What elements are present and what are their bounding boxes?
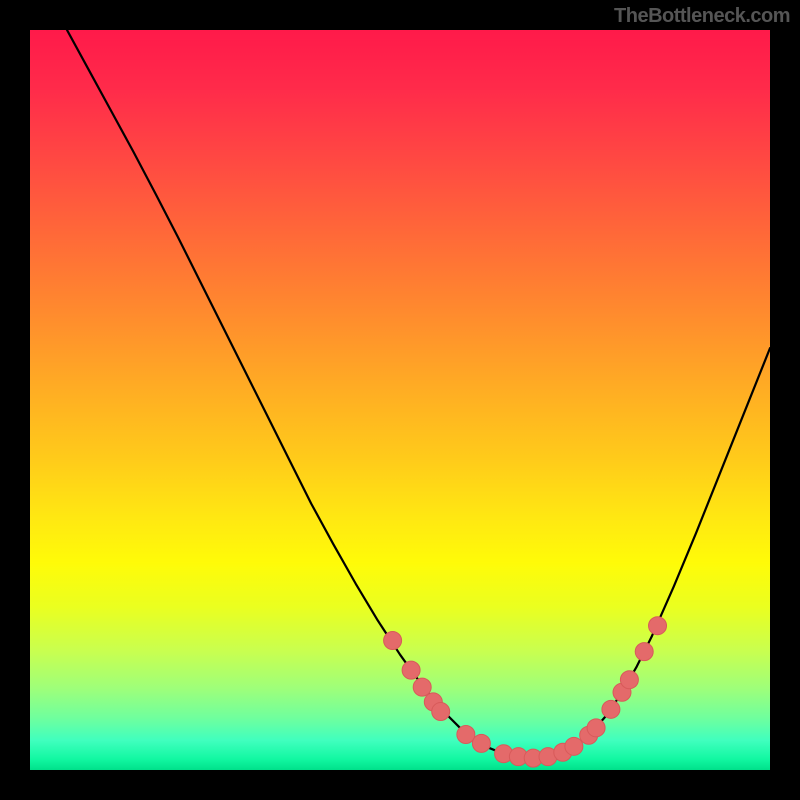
data-marker: [620, 671, 638, 689]
chart-container: TheBottleneck.com: [0, 0, 800, 800]
data-marker: [457, 725, 475, 743]
data-marker: [565, 737, 583, 755]
data-marker: [602, 700, 620, 718]
data-marker: [635, 643, 653, 661]
plot-area: [30, 30, 770, 770]
gradient-background: [30, 30, 770, 770]
data-marker: [432, 703, 450, 721]
data-marker: [472, 734, 490, 752]
watermark-text: TheBottleneck.com: [614, 5, 790, 28]
data-marker: [402, 661, 420, 679]
data-marker: [649, 617, 667, 635]
data-marker: [384, 632, 402, 650]
chart-svg: [30, 30, 770, 770]
data-marker: [587, 719, 605, 737]
data-marker: [413, 678, 431, 696]
